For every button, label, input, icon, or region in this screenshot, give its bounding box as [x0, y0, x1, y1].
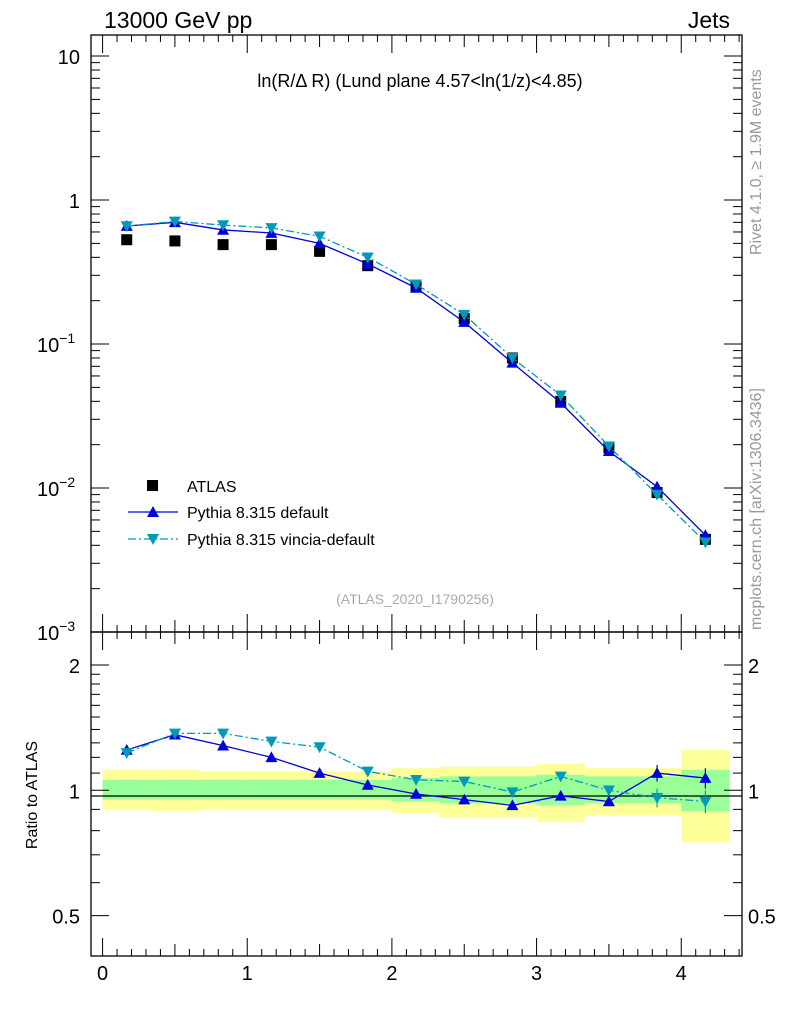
data-point: [602, 441, 615, 453]
y-tick-label: 10−2: [37, 474, 75, 501]
ratio-point: [458, 776, 471, 788]
legend-pythia-default-marker: [147, 506, 159, 517]
ratio-point: [554, 789, 567, 801]
data-point: [458, 309, 471, 321]
y-tick-label: 10−1: [37, 330, 75, 357]
ratio-y-axis-label: Ratio to ATLAS: [24, 741, 41, 849]
legend-pythia-vincia-marker: [147, 534, 159, 545]
data-point: [410, 279, 423, 291]
x-tick-label: 1: [242, 963, 253, 985]
y-tick-base: 10: [37, 335, 59, 357]
inner-uncertainty-band: [247, 779, 296, 800]
data-point: [217, 239, 229, 251]
inner-uncertainty-band: [150, 779, 200, 800]
ratio-point: [168, 728, 181, 740]
y-tick-label: 1: [69, 191, 80, 213]
y-tick-exponent: −3: [59, 618, 75, 634]
legend-atlas-label: ATLAS: [187, 479, 237, 496]
y-tick-base: 10: [37, 479, 59, 501]
data-point: [168, 216, 181, 228]
ratio-point: [506, 799, 519, 811]
y-tick-label-right: 2: [748, 656, 759, 678]
ratio-point: [265, 751, 278, 763]
data-point: [313, 237, 326, 249]
data-point: [699, 529, 712, 541]
ratio-series-layer: [120, 728, 712, 814]
data-point: [121, 234, 133, 246]
legend-pythia-default-label: Pythia 8.315 default: [187, 505, 329, 522]
ratio-point: [506, 787, 519, 799]
inner-uncertainty-band: [102, 779, 151, 800]
header-energy-label: 13000 GeV pp: [104, 7, 252, 33]
x-tick-label: 3: [531, 963, 542, 985]
y-tick-label: 10: [58, 47, 80, 69]
ratio-point: [217, 739, 230, 751]
ratio-point: [313, 742, 326, 754]
data-point: [554, 390, 567, 402]
legend-pythia-vincia-label: Pythia 8.315 vincia-default: [187, 532, 375, 549]
legend: ATLAS Pythia 8.315 default Pythia 8.315 …: [128, 479, 375, 549]
ratio-point: [602, 785, 615, 797]
x-tick-labels: 0 1 2 3 4: [97, 963, 687, 985]
ratio-point: [120, 748, 133, 759]
mcplots-label: mcplots.cern.ch [arXiv:1306.3436]: [748, 388, 765, 630]
ratio-point: [458, 793, 471, 805]
ratio-point: [602, 795, 615, 807]
x-tick-label: 4: [676, 963, 687, 985]
analysis-watermark: (ATLAS_2020_I1790256): [336, 591, 494, 607]
data-point: [314, 245, 326, 257]
ratio-point: [410, 787, 423, 799]
data-point: [506, 353, 519, 364]
ratio-point: [265, 736, 278, 748]
ratio-y-tick-labels: 2 2 1 1 0.5 0.5: [52, 656, 776, 929]
data-point: [313, 231, 326, 243]
data-point: [651, 480, 664, 492]
x-tick-label: 2: [386, 963, 397, 985]
data-point: [361, 252, 374, 264]
ratio-point: [699, 796, 712, 808]
rivet-version-label: Rivet 4.1.0, ≥ 1.9M events: [748, 69, 765, 255]
main-series-layer: [120, 216, 712, 549]
legend-atlas-marker: [147, 480, 158, 491]
ratio-point: [361, 766, 374, 778]
x-tick-label: 0: [97, 963, 108, 985]
data-point: [699, 537, 712, 549]
ratio-point: [313, 767, 326, 778]
data-point: [651, 489, 664, 501]
ratio-point: [361, 778, 374, 790]
ratio-point: [217, 728, 230, 740]
ratio-point: [651, 792, 664, 804]
y-tick-label-left: 2: [69, 656, 80, 678]
ratio-plot-frame: [90, 631, 743, 957]
data-point: [265, 239, 277, 251]
data-point: [120, 221, 133, 233]
data-point: [554, 396, 567, 408]
inner-uncertainty-band: [199, 779, 248, 800]
ratio-point: [410, 774, 423, 786]
data-point: [169, 235, 181, 247]
ratio-point: [699, 772, 712, 783]
y-tick-label-left: 1: [69, 781, 80, 803]
y-tick-label-right: 0.5: [748, 907, 776, 929]
plot-title: ln(R/Δ R) (Lund plane 4.57<ln(1/z)<4.85): [257, 71, 582, 91]
y-tick-exponent: −2: [59, 474, 75, 490]
data-point: [265, 223, 278, 234]
ratio-point: [554, 771, 567, 783]
ratio-axis-ticks: [91, 632, 742, 956]
inner-uncertainty-band: [295, 779, 344, 800]
data-point: [458, 316, 471, 327]
y-tick-label-right: 1: [748, 781, 759, 803]
y-tick-label-left: 0.5: [52, 907, 80, 929]
ratio-point: [651, 767, 664, 778]
main-axis-ticks: [91, 35, 742, 633]
y-tick-exponent: −1: [59, 330, 75, 346]
ratio-plot-panel: 2 2 1 1 0.5 0.5 0 1 2 3 4: [52, 631, 776, 985]
header-process-label: Jets: [688, 7, 730, 33]
y-tick-base: 10: [37, 623, 59, 645]
data-point: [217, 220, 230, 232]
y-tick-label: 10−3: [37, 618, 75, 645]
